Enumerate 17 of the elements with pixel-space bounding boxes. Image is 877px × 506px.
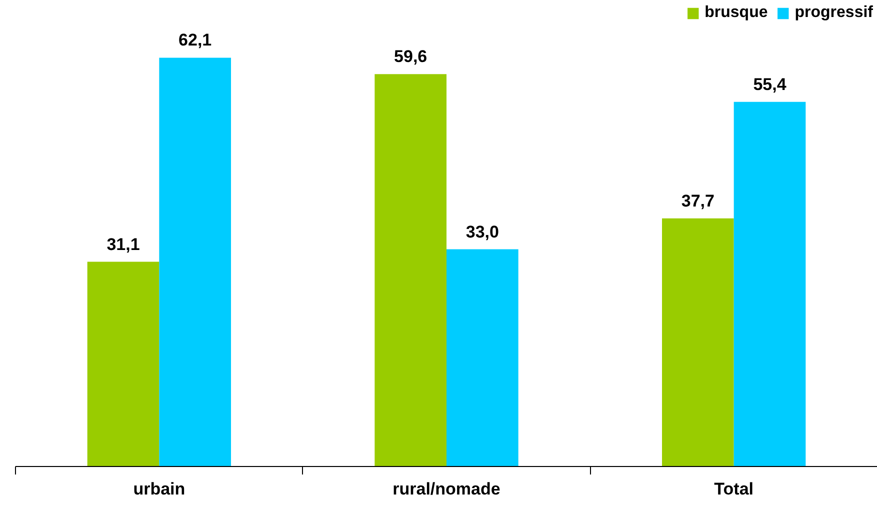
data-label: 59,6 (394, 47, 428, 66)
bar (446, 249, 518, 466)
bar (734, 102, 806, 466)
bar (159, 58, 231, 466)
data-label: 37,7 (681, 191, 714, 210)
x-tick-label: Total (714, 480, 754, 498)
bar (87, 262, 160, 466)
bar (374, 74, 446, 466)
x-tick-label: urbain (133, 480, 186, 498)
x-tick-label: rural/nomade (392, 480, 500, 498)
legend-label: progressif (794, 4, 873, 22)
bar (662, 218, 734, 466)
data-label: 62,1 (178, 30, 212, 50)
legend-label: brusque (704, 4, 768, 22)
data-label: 31,1 (106, 234, 140, 254)
data-label: 55,4 (753, 74, 787, 94)
data-label: 33,0 (466, 222, 499, 242)
